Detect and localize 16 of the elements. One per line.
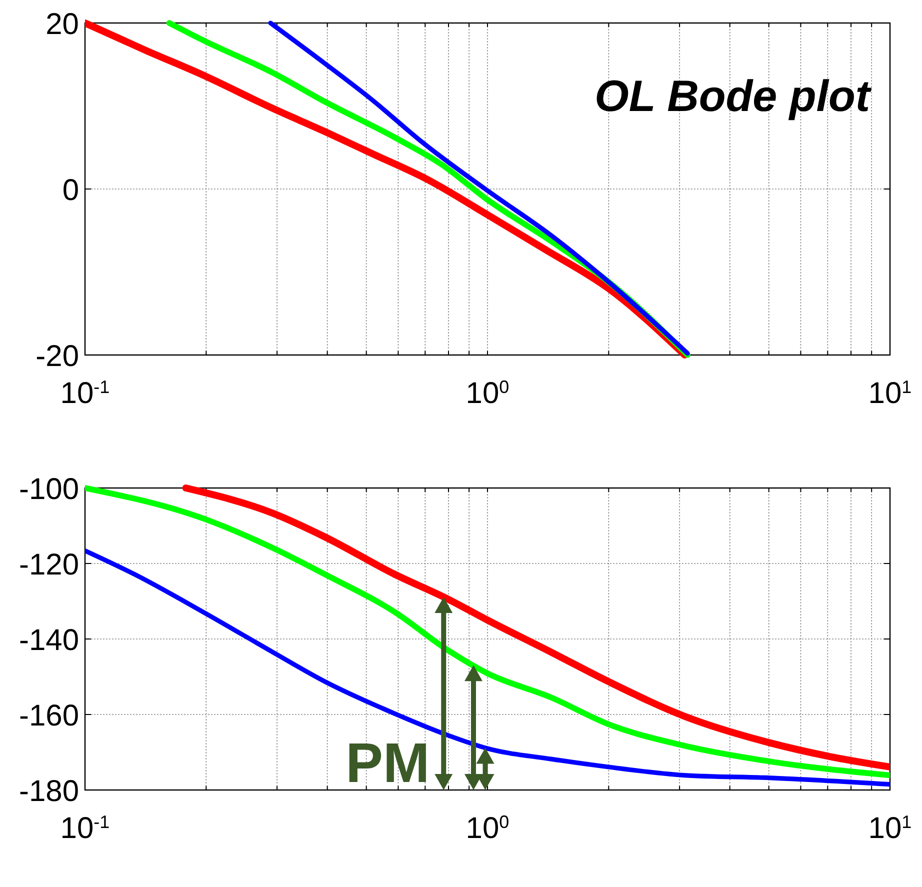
text: OL Bode plot xyxy=(594,72,872,121)
annotation: PM xyxy=(346,731,430,794)
y-tick-label: -180 xyxy=(18,775,79,808)
y-tick-label: -120 xyxy=(18,548,79,582)
y-tick-label: 20 xyxy=(46,8,79,41)
y-tick-label: 0 xyxy=(62,174,79,207)
x-tick-label: 10$^{-1}$ xyxy=(60,377,110,410)
x-tick-label: 10$^{1}$ xyxy=(868,812,912,845)
y-tick-label: -140 xyxy=(18,624,79,657)
y-tick-label: -100 xyxy=(18,473,79,506)
y-tick-label: -160 xyxy=(18,700,79,732)
x-tick-label: 10$^{-1}$ xyxy=(60,812,110,845)
x-tick-label: 10$^{1}$ xyxy=(868,377,912,410)
y-tick-label: -20 xyxy=(36,340,79,373)
x-tick-label: 10$^{0}$ xyxy=(466,812,510,845)
x-tick-label: 10$^{0}$ xyxy=(466,377,510,410)
